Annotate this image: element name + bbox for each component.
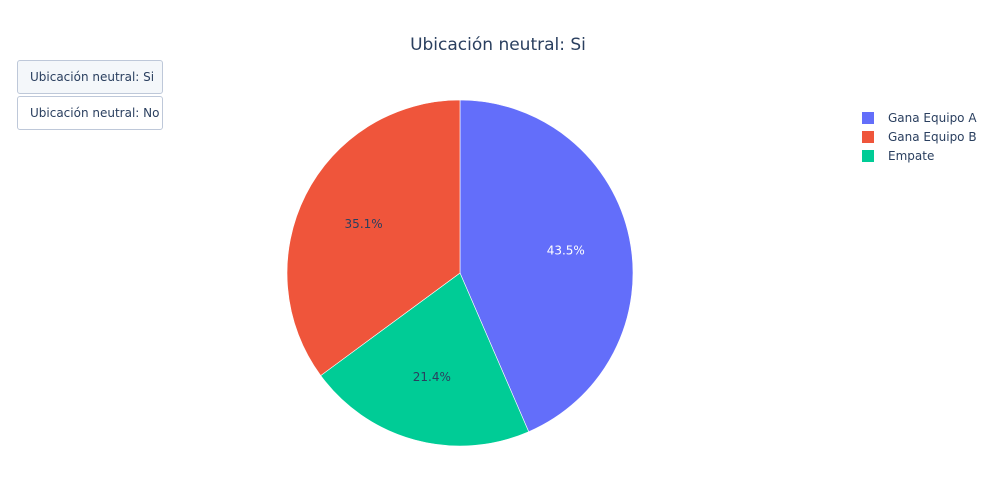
legend-label-empate: Empate [888, 148, 935, 163]
legend: Gana Equipo A Gana Equipo B Empate [862, 108, 977, 165]
legend-label-gana-equipo-b: Gana Equipo B [888, 129, 977, 144]
pie-slice-labels: 43.5% 21.4% 35.1% [345, 217, 585, 384]
dropdown-menu: Ubicación neutral: Si Ubicación neutral:… [17, 60, 163, 132]
legend-swatch-empate [862, 149, 874, 162]
legend-swatch-gana-equipo-a [862, 111, 874, 124]
legend-swatch-gana-equipo-b [862, 130, 874, 143]
pie-slice-gana-equipo-b[interactable] [286, 99, 461, 376]
slice-label-empate: 21.4% [413, 370, 451, 384]
menu-button-neutral-si[interactable]: Ubicación neutral: Si [17, 60, 163, 94]
legend-item-gana-equipo-b[interactable]: Gana Equipo B [862, 127, 977, 146]
chart-title: Ubicación neutral: Si [410, 35, 586, 55]
menu-button-neutral-no[interactable]: Ubicación neutral: No [17, 96, 163, 130]
slice-label-gana-equipo-b: 35.1% [345, 217, 383, 231]
pie-slices [286, 99, 634, 447]
legend-item-empate[interactable]: Empate [862, 146, 977, 165]
pie-slice-gana-equipo-a[interactable] [459, 99, 634, 433]
slice-label-gana-equipo-a: 43.5% [547, 244, 585, 258]
pie-slice-empate[interactable] [320, 272, 530, 447]
legend-label-gana-equipo-a: Gana Equipo A [888, 110, 977, 125]
legend-item-gana-equipo-a[interactable]: Gana Equipo A [862, 108, 977, 127]
